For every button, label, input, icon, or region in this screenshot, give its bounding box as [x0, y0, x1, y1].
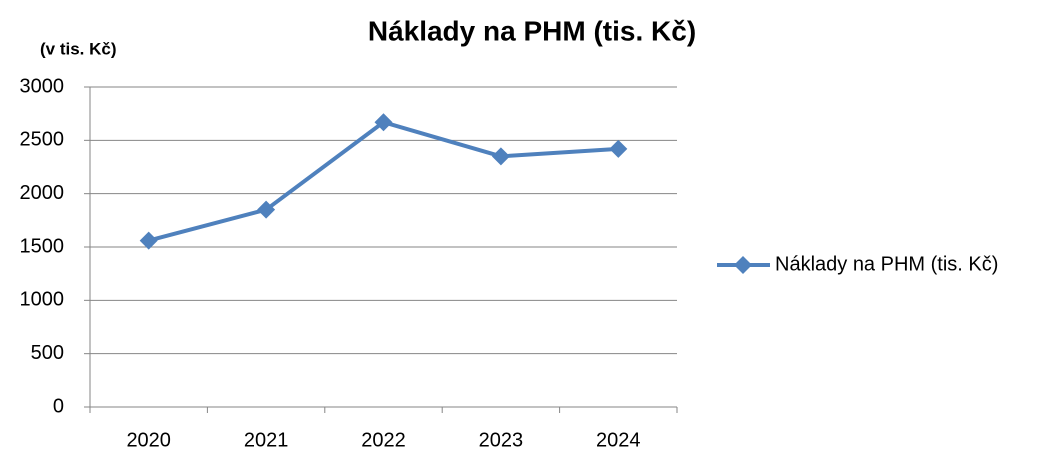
- point: [609, 139, 628, 158]
- x-tick-label: 2020: [126, 429, 171, 451]
- y-tick-label: 3000: [20, 75, 65, 97]
- y-tick-label: 2500: [20, 129, 65, 151]
- point: [139, 231, 158, 250]
- x-tick-label: 2023: [479, 429, 524, 451]
- y-tick-label: 0: [53, 395, 64, 417]
- x-tick-label: 2022: [361, 429, 406, 451]
- point: [491, 147, 510, 166]
- y-tick-label: 500: [31, 342, 64, 364]
- x-tick-label: 2024: [596, 429, 641, 451]
- point: [374, 113, 393, 132]
- x-tick-label: 2021: [244, 429, 289, 451]
- y-tick-label: 2000: [20, 182, 65, 204]
- y-tick-label: 1000: [20, 289, 65, 311]
- y-tick-label: 1500: [20, 235, 65, 257]
- y-axis-label: (v tis. Kč): [40, 39, 117, 58]
- legend-marker: [734, 256, 752, 274]
- chart-title: Náklady na PHM (tis. Kč): [368, 15, 696, 46]
- legend-label: Náklady na PHM (tis. Kč): [775, 253, 998, 275]
- point: [257, 200, 276, 219]
